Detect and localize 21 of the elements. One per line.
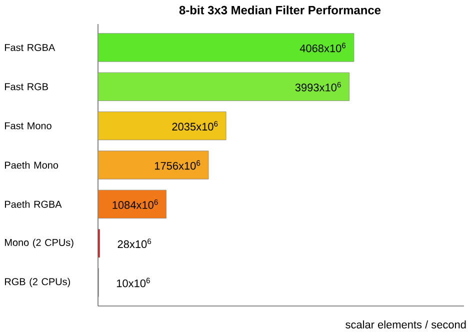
bar	[98, 150, 209, 180]
data-label: 2035x10$^{6}$	[172, 121, 218, 131]
data-label: 10x10$^{6}$	[116, 278, 150, 288]
y-tick-label: Fast Mono	[5, 122, 52, 130]
bar	[98, 190, 166, 218]
data-label: 1084x10$^{6}$	[112, 199, 158, 209]
bar	[98, 112, 226, 140]
data-label: 4068x10$^{6}$	[300, 42, 346, 52]
y-tick-label: Fast RGBA	[5, 44, 56, 52]
y-tick-label: Fast RGB	[5, 83, 48, 90]
data-label: 3993x10$^{6}$	[295, 82, 341, 92]
data-label: 28x10$^{6}$	[118, 238, 152, 248]
data-label: 1756x10$^{6}$	[154, 160, 200, 170]
y-tick-label: Paeth RGBA	[5, 200, 62, 208]
bar	[98, 33, 354, 62]
chart-title: 8-bit 3x3 Median Filter Performance	[179, 6, 381, 14]
y-tick-label: Paeth Mono	[5, 161, 58, 169]
x-axis-title: scalar elements / second	[346, 320, 466, 328]
y-tick-label: Mono (2 CPUs)	[5, 238, 74, 248]
bar	[98, 72, 350, 101]
y-tick-label: RGB (2 CPUs)	[5, 278, 70, 288]
